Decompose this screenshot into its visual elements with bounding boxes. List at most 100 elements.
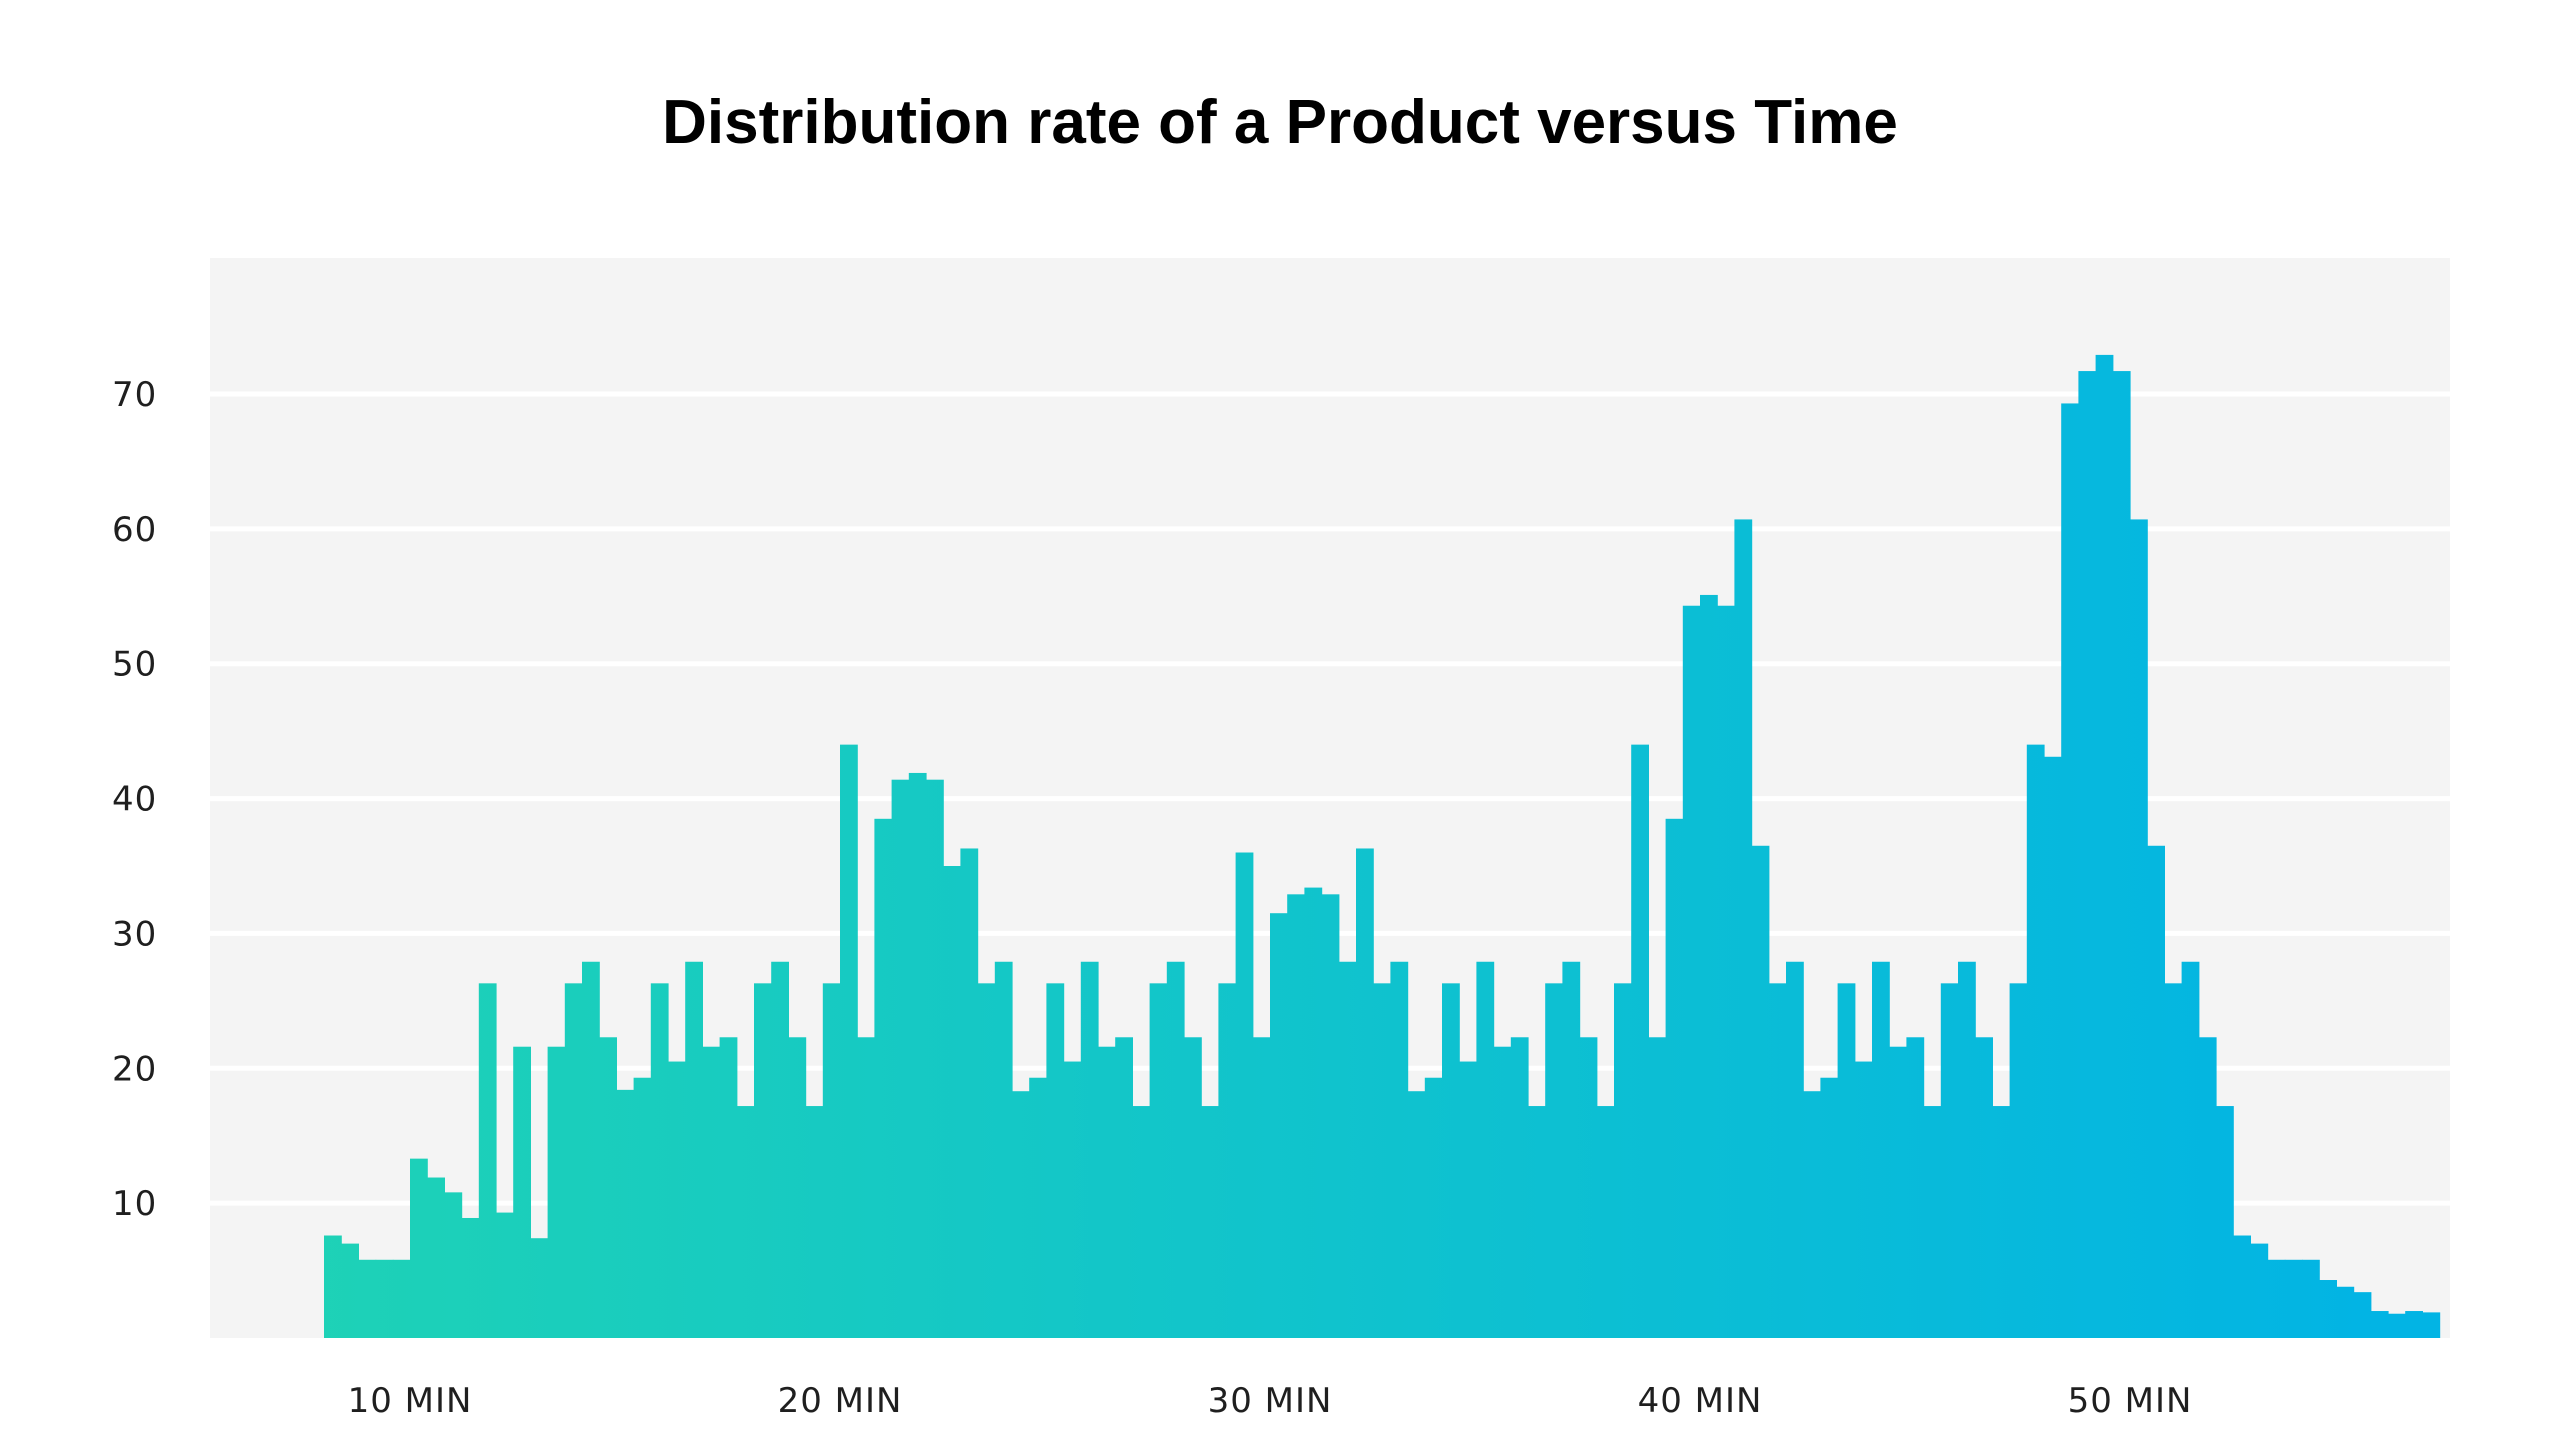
- histogram-bar: [1012, 1091, 1030, 1338]
- histogram-bar: [1424, 1077, 1443, 1338]
- histogram-bar: [1923, 1106, 1942, 1338]
- histogram-bar: [926, 779, 944, 1338]
- histogram-bar: [1132, 1106, 1151, 1338]
- histogram-bar: [1837, 983, 1856, 1338]
- histogram-bar: [891, 779, 910, 1338]
- histogram-bar: [1201, 1106, 1219, 1338]
- histogram-bar: [1218, 983, 1237, 1338]
- histogram-bar: [2336, 1286, 2355, 1338]
- histogram-bar: [702, 1046, 721, 1338]
- histogram-bar: [1407, 1091, 1426, 1338]
- histogram-bar: [857, 1037, 875, 1338]
- histogram-bar: [1958, 961, 1976, 1338]
- histogram-bar: [874, 818, 893, 1338]
- x-tick-label: 50 MIN: [2068, 1381, 2193, 1421]
- histogram-bar: [513, 1046, 531, 1338]
- histogram-bar: [977, 983, 996, 1338]
- histogram-bar: [1700, 594, 1718, 1338]
- histogram-bar: [1579, 1037, 1598, 1338]
- y-tick-label: 50: [112, 645, 157, 685]
- histogram-bar: [1235, 852, 1254, 1338]
- histogram-bar: [2353, 1292, 2372, 1338]
- histogram-bar: [358, 1259, 377, 1338]
- histogram-bar: [444, 1192, 463, 1338]
- histogram-bar: [1029, 1077, 1047, 1338]
- histogram-bar: [2422, 1312, 2441, 1338]
- histogram-bar: [1940, 983, 1959, 1338]
- histogram-bar: [1184, 1037, 1202, 1338]
- histogram-bar: [1287, 894, 1305, 1338]
- histogram-bar: [943, 866, 961, 1338]
- histogram-bar: [685, 961, 703, 1338]
- histogram-bar: [341, 1243, 359, 1338]
- histogram-bar: [496, 1212, 514, 1338]
- histogram-bar: [1682, 605, 1701, 1338]
- histogram-bar: [2267, 1259, 2286, 1338]
- x-tick-label: 40 MIN: [1638, 1381, 1763, 1421]
- y-tick-label: 70: [112, 375, 157, 415]
- histogram-bar: [1252, 1037, 1271, 1338]
- histogram-bar: [1356, 848, 1374, 1338]
- histogram-bar: [2130, 519, 2148, 1338]
- histogram-bar: [1115, 1037, 1133, 1338]
- histogram-bar: [1098, 1046, 1116, 1338]
- histogram-bar: [1648, 1037, 1667, 1338]
- histogram-bar: [1717, 605, 1735, 1338]
- histogram-bar: [1373, 983, 1391, 1338]
- histogram-bar: [994, 961, 1013, 1338]
- y-tick-label: 20: [112, 1049, 157, 1089]
- histogram-bar: [427, 1177, 445, 1338]
- histogram-bar: [582, 961, 600, 1338]
- histogram-bar: [599, 1037, 617, 1338]
- histogram-bar: [1975, 1037, 1993, 1338]
- histogram-bar: [668, 1061, 686, 1338]
- y-tick-label: 30: [112, 914, 157, 954]
- x-tick-label: 20 MIN: [778, 1381, 903, 1421]
- histogram-bar: [1889, 1046, 1907, 1338]
- histogram-bar: [2147, 845, 2165, 1338]
- histogram-bar: [2319, 1280, 2337, 1338]
- histogram-bar: [771, 961, 789, 1338]
- histogram-bar: [1665, 818, 1684, 1338]
- histogram-bar: [2061, 403, 2079, 1338]
- histogram-bar: [754, 983, 772, 1338]
- histogram-bar: [908, 772, 927, 1338]
- histogram-bar: [633, 1077, 652, 1338]
- histogram-bar: [1820, 1077, 1839, 1338]
- histogram-bar: [2044, 756, 2062, 1338]
- histogram-bar: [1063, 1061, 1082, 1338]
- histogram-bar: [1166, 961, 1185, 1338]
- histogram-bar: [2370, 1311, 2389, 1338]
- histogram-bar: [2078, 371, 2097, 1338]
- histogram-bar: [1734, 519, 1753, 1338]
- histogram-bar: [530, 1238, 549, 1338]
- histogram-bar: [461, 1217, 480, 1338]
- histogram-bar: [1992, 1106, 2011, 1338]
- histogram-bar: [2112, 371, 2131, 1338]
- histogram-bar: [788, 1037, 807, 1338]
- histogram-bar: [1270, 913, 1288, 1338]
- histogram-bar: [1080, 961, 1099, 1338]
- histogram-bar: [2198, 1037, 2217, 1338]
- histogram-bar: [1803, 1091, 1821, 1338]
- histogram-bar: [1751, 845, 1770, 1338]
- y-tick-label: 40: [112, 780, 157, 820]
- histogram-bar: [392, 1259, 411, 1338]
- histogram-bar: [478, 983, 497, 1338]
- histogram-bar: [650, 983, 669, 1338]
- histogram-bar: [1768, 983, 1787, 1338]
- histogram-bar: [1596, 1106, 1615, 1338]
- histogram-bar: [1304, 887, 1323, 1338]
- histogram-bar: [2164, 983, 2183, 1338]
- histogram-bar: [1562, 961, 1581, 1338]
- x-axis-tick-labels: 10 MIN 20 MIN 30 MIN 40 MIN 50 MIN: [348, 1381, 2193, 1421]
- chart-title: Distribution rate of a Product versus Ti…: [662, 88, 1898, 157]
- histogram-bar: [2216, 1106, 2234, 1338]
- histogram-bar: [324, 1235, 342, 1338]
- histogram-bar: [564, 983, 583, 1338]
- histogram-bar: [1510, 1037, 1529, 1338]
- histogram-bar: [2302, 1259, 2320, 1338]
- x-tick-label: 30 MIN: [1208, 1381, 1333, 1421]
- histogram-bar: [1906, 1037, 1925, 1338]
